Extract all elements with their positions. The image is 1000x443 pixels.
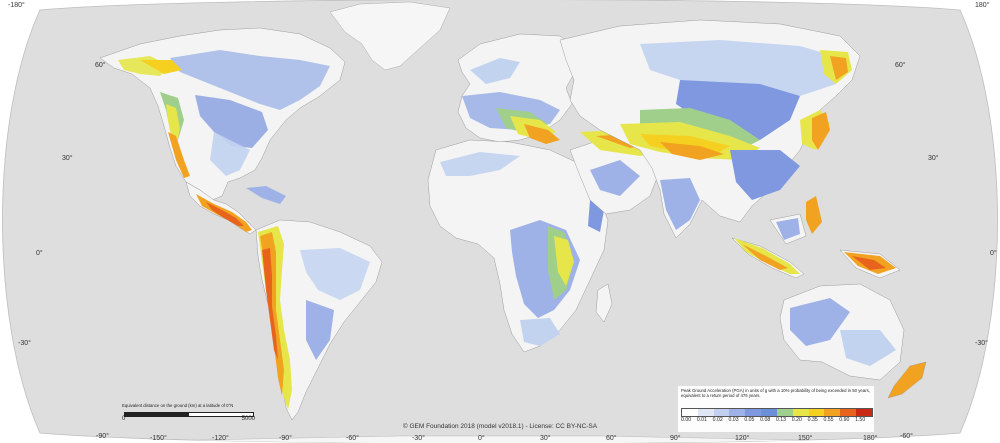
scale-bar-panel: Equivalent distance on the ground (km) a…	[122, 402, 257, 424]
legend-value-label: 0.01	[696, 417, 707, 423]
scale-bar-right-label: 5000	[241, 416, 255, 422]
tick-bottom-60: 60°	[606, 434, 617, 442]
credit-text: © GEM Foundation 2018 (model v2018.1) - …	[402, 423, 598, 430]
legend-swatch	[824, 409, 841, 416]
legend-value-label: 1.50	[855, 417, 866, 423]
legend-swatch	[792, 409, 809, 416]
legend-color-bar	[681, 408, 873, 417]
asia	[559, 19, 861, 239]
tick-bottom-180: 180°	[863, 434, 878, 442]
tick-bottom-corner-right: -60°	[900, 432, 913, 440]
scale-bar-left-label: 0	[122, 416, 126, 422]
legend-swatch	[682, 409, 698, 416]
tick-top-left: -180°	[8, 1, 25, 9]
legend-value-label: 0.20	[791, 417, 802, 423]
europe	[457, 33, 581, 144]
scale-bar-title: Equivalent distance on the ground (km) a…	[122, 403, 234, 408]
legend-value-label: 0.00	[681, 417, 692, 423]
legend-value-label: 0.08	[760, 417, 771, 423]
tick-bottom-corner-left: -90°	[96, 432, 109, 440]
tick-bottom-m30: -30°	[412, 434, 425, 442]
tick-right-60: 60°	[895, 61, 906, 69]
tick-left-0: 0°	[36, 249, 43, 257]
legend-swatch	[729, 409, 746, 416]
legend-value-label: 0.03	[728, 417, 739, 423]
tick-bottom-m90: -90°	[279, 434, 292, 442]
tick-bottom-m60: -60°	[346, 434, 359, 442]
tick-bottom-m120: -120°	[212, 434, 229, 442]
tick-bottom-150: 150°	[798, 434, 813, 442]
tick-top-right: 180°	[975, 1, 990, 9]
legend-description: Peak Ground Acceleration (PGA) in units …	[681, 388, 870, 399]
north-america	[99, 27, 346, 201]
legend-value-label: 0.35	[807, 417, 818, 423]
antarctica	[199, 435, 801, 443]
tick-bottom-90: 90°	[670, 434, 681, 442]
legend-swatch	[745, 409, 762, 416]
legend-labels: 0.00 0.01 0.02 0.03 0.05 0.08 0.13 0.20 0.35 0.55…	[681, 417, 871, 425]
tick-left-60: 60°	[95, 61, 106, 69]
africa	[427, 139, 613, 353]
tick-bottom-120: 120°	[735, 434, 750, 442]
legend-panel: Peak Ground Acceleration (PGA) in units …	[678, 386, 874, 432]
legend-value-label: 0.02	[712, 417, 723, 423]
scale-bar	[124, 412, 254, 417]
indonesia	[731, 196, 901, 279]
tick-right-m30: -30°	[975, 339, 988, 347]
new-zealand	[887, 361, 927, 399]
legend-swatch	[776, 409, 793, 416]
australia	[779, 283, 905, 381]
legend-value-label: 0.13	[775, 417, 787, 423]
tick-right-0: 0°	[990, 249, 997, 257]
legend-swatch	[713, 409, 730, 416]
legend-swatch	[697, 409, 714, 416]
central-america	[185, 181, 286, 235]
axis-labels: -180° 180° 60° 30° 0° -30° 60° 30° 0° -3…	[8, 1, 997, 442]
tick-right-30: 30°	[928, 154, 939, 162]
legend-swatch	[856, 409, 872, 416]
tick-left-30: 30°	[62, 154, 73, 162]
legend-value-label: 0.05	[744, 417, 755, 423]
legend-value-label: 0.55	[823, 417, 834, 423]
legend-swatch	[808, 409, 825, 416]
tick-left-m30: -30°	[18, 339, 31, 347]
tick-bottom-0: 0°	[478, 434, 485, 442]
tick-bottom-m150: -150°	[150, 434, 167, 442]
legend-swatch	[761, 409, 777, 416]
legend-swatch	[840, 409, 857, 416]
south-america	[255, 219, 383, 421]
tick-bottom-30: 30°	[540, 434, 551, 442]
legend-value-label: 0.90	[839, 417, 850, 423]
greenland	[329, 1, 451, 71]
